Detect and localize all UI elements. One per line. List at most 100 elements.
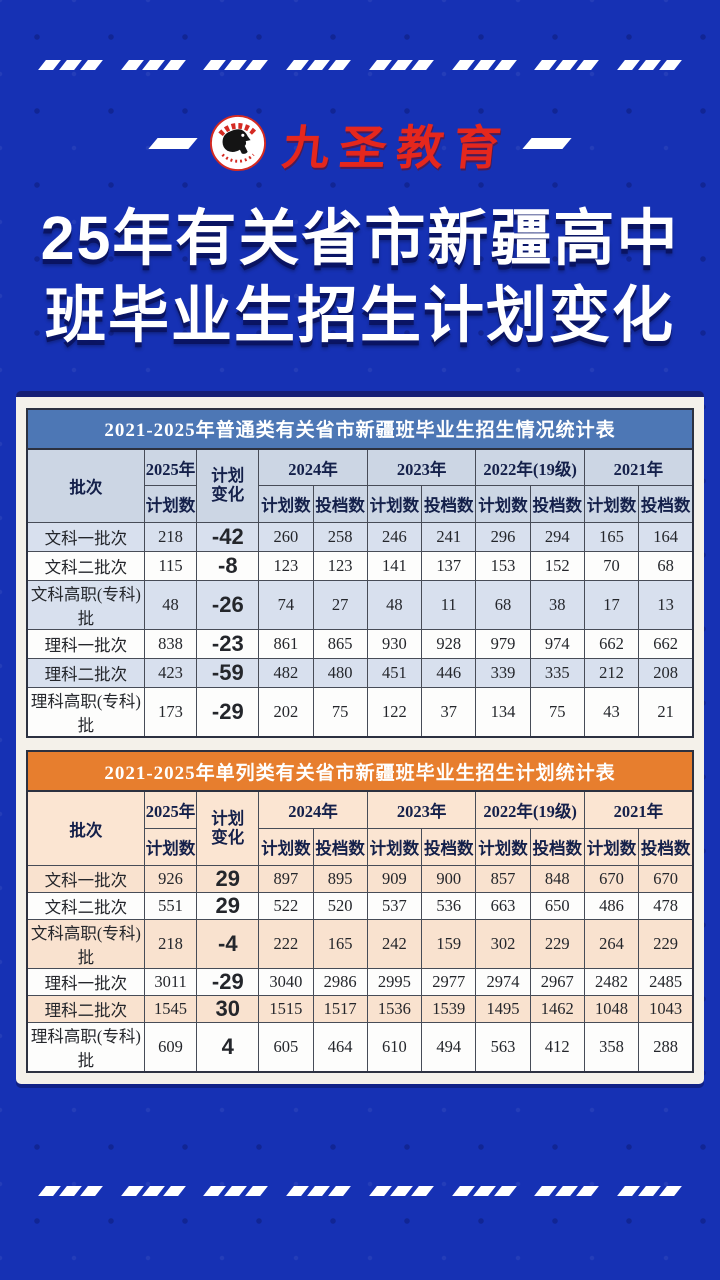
slash-icon	[162, 1186, 186, 1196]
plan-change-cell: -29	[196, 967, 260, 996]
batch-cell: 理科高职(专科)批	[26, 687, 145, 738]
plan-change-cell: 29	[196, 891, 260, 920]
page-title-line2: 班毕业生招生计划变化	[44, 281, 675, 350]
slash-icon	[38, 1186, 61, 1196]
value-cell: 670	[638, 864, 694, 893]
slash-icon	[555, 1186, 579, 1196]
value-cell: 137	[421, 551, 477, 582]
col-header-2023: 2023年	[366, 790, 477, 829]
table-row: 理科高职(专科)批 609 4 605 464 610 494 563 412 358 288	[26, 1021, 694, 1073]
batch-cell: 文科高职(专科)批	[26, 918, 145, 969]
slash-group-icon	[38, 60, 103, 70]
value-cell: 3040	[258, 967, 314, 996]
value-cell: 165	[583, 522, 640, 553]
slash-icon	[659, 1186, 682, 1196]
value-cell: 38	[529, 580, 585, 631]
value-cell: 412	[529, 1021, 585, 1073]
value-cell: 522	[258, 891, 314, 920]
value-cell: 68	[475, 580, 531, 631]
col-header-2022: 2022年(19级)	[475, 790, 585, 829]
value-cell: 122	[366, 687, 423, 738]
value-cell: 857	[475, 864, 531, 893]
value-cell: 48	[143, 580, 198, 631]
table-row: 理科一批次 838 -23 861 865 930 928 979 974 662 662	[26, 629, 694, 660]
value-cell: 11	[421, 580, 477, 631]
slash-icon	[451, 60, 475, 70]
horse-badge-icon	[209, 114, 267, 172]
value-cell: 218	[143, 918, 198, 969]
slash-group-icon	[120, 60, 186, 70]
slash-icon	[576, 60, 600, 70]
value-cell: 563	[475, 1021, 531, 1073]
value-cell: 838	[143, 629, 198, 660]
slash-group-icon	[120, 1186, 186, 1196]
subheader-file: 投档数	[529, 827, 585, 866]
value-cell: 1539	[421, 994, 477, 1023]
value-cell: 339	[475, 658, 531, 689]
value-cell: 75	[529, 687, 585, 738]
col-header-2021: 2021年	[583, 448, 694, 487]
logo-text: 九圣教育	[279, 122, 514, 175]
value-cell: 2974	[475, 967, 531, 996]
slash-icon	[617, 1186, 640, 1196]
value-cell: 650	[529, 891, 585, 920]
value-cell: 17	[583, 580, 640, 631]
subheader-plan: 计划数	[258, 485, 314, 524]
value-cell: 358	[583, 1021, 640, 1073]
slash-icon	[368, 1186, 392, 1196]
subheader-plan: 计划数	[258, 827, 314, 866]
value-cell: 3011	[143, 967, 198, 996]
value-cell: 928	[421, 629, 477, 660]
value-cell: 1048	[583, 994, 640, 1023]
slash-group-icon	[451, 1186, 517, 1196]
value-cell: 861	[258, 629, 314, 660]
table-row: 文科一批次 218 -42 260 258 246 241 296 294 165 164	[26, 522, 694, 553]
value-cell: 164	[638, 522, 694, 553]
table-row: 理科二批次 1545 30 1515 1517 1536 1539 1495 1462 1048 1…	[26, 994, 694, 1023]
value-cell: 926	[143, 864, 198, 893]
table-row: 理科一批次 3011 -29 3040 2986 2995 2977 2974 2967 2482…	[26, 967, 694, 996]
page-title: 25年有关省市新疆高中 班毕业生招生计划变化	[0, 200, 720, 355]
value-cell: 68	[638, 551, 694, 582]
batch-cell: 文科一批次	[26, 522, 145, 553]
table-row: 文科高职(专科)批 48 -26 74 27 48 11 68 38 17 13	[26, 580, 694, 631]
value-cell: 43	[583, 687, 640, 738]
value-cell: 520	[312, 891, 368, 920]
slash-icon	[224, 1186, 248, 1196]
batch-cell: 理科一批次	[26, 629, 145, 660]
value-cell: 494	[421, 1021, 477, 1073]
slash-group-icon	[38, 1186, 103, 1196]
value-cell: 486	[583, 891, 640, 920]
value-cell: 123	[258, 551, 314, 582]
slash-icon	[617, 60, 640, 70]
col-header-batch: 批次	[26, 790, 145, 866]
slash-icon	[80, 60, 103, 70]
value-cell: 48	[366, 580, 423, 631]
plan-change-cell: 4	[196, 1021, 260, 1073]
value-cell: 865	[312, 629, 368, 660]
value-cell: 288	[638, 1021, 694, 1073]
slash-icon	[59, 1186, 82, 1196]
slash-icon	[410, 1186, 434, 1196]
slash-icon	[245, 1186, 269, 1196]
batch-cell: 文科一批次	[26, 864, 145, 893]
value-cell: 229	[529, 918, 585, 969]
plan-change-cell: -23	[196, 629, 260, 660]
subheader-plan: 计划数	[366, 827, 423, 866]
value-cell: 537	[366, 891, 423, 920]
value-cell: 451	[366, 658, 423, 689]
slash-icon	[410, 60, 434, 70]
slash-icon	[328, 1186, 352, 1196]
value-cell: 13	[638, 580, 694, 631]
table-general-title: 2021-2025年普通类有关省市新疆班毕业生招生情况统计表	[26, 407, 694, 448]
table-general-section: 2021-2025年普通类有关省市新疆班毕业生招生情况统计表 批次 2025年 …	[26, 407, 694, 739]
value-cell: 208	[638, 658, 694, 689]
batch-cell: 文科二批次	[26, 551, 145, 582]
value-cell: 480	[312, 658, 368, 689]
table-separate: 批次 2025年 计划 变化 2024年 2023年 2022年(19级) 20…	[26, 790, 694, 1073]
slash-icon	[141, 1186, 165, 1196]
slash-group-icon	[617, 1186, 682, 1196]
slash-icon	[286, 1186, 310, 1196]
col-header-2025: 2025年	[143, 790, 198, 829]
